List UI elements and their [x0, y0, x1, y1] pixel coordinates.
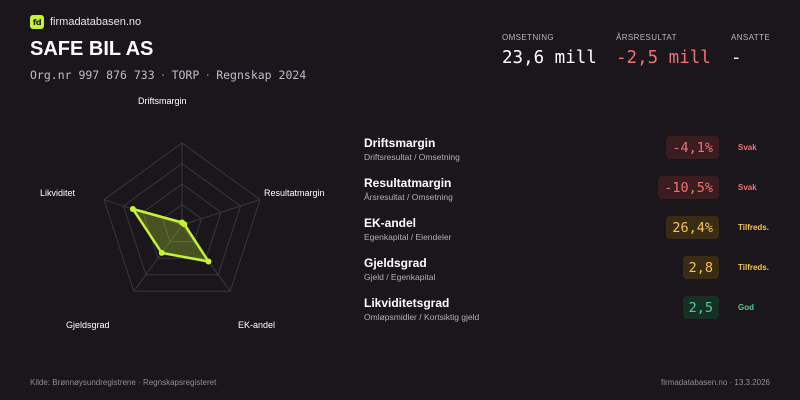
- metric-formula: Driftsresultat / Omsetning: [364, 152, 460, 162]
- metric-name: EK-andel: [364, 216, 417, 230]
- radar-chart: Driftsmargin Resultatmargin EK-andel Gje…: [0, 90, 360, 350]
- metric-status: God: [738, 303, 754, 312]
- org-number: Org.nr 997 876 733: [30, 68, 155, 82]
- radar-point-ek-andel: [205, 258, 212, 265]
- radar-point-gjeldsgrad: [158, 249, 165, 256]
- metric-name: Driftsmargin: [364, 136, 436, 150]
- radar-label-ek-andel: EK-andel: [238, 320, 276, 330]
- firmadatabasen-logo-icon: fd: [30, 15, 44, 29]
- radar-grid-ring: [103, 142, 261, 292]
- stat-arsresultat: ÅRSRESULTAT -2,5 mill: [616, 33, 711, 68]
- metric-name: Likviditetsgrad: [364, 296, 450, 310]
- metric-row-ek-andel: EK-andel Egenkapital / Eiendeler 26,4% T…: [364, 212, 774, 244]
- report-year: Regnskap 2024: [216, 68, 307, 82]
- radar-grid-ring: [161, 203, 203, 243]
- radar-label-gjeldsgrad: Gjeldsgrad: [66, 320, 110, 330]
- radar-label-driftsmargin: Driftsmargin: [138, 96, 187, 106]
- stat-label: ÅRSRESULTAT: [616, 33, 677, 42]
- metric-status: Tilfreds.: [738, 263, 769, 272]
- brand-name: firmadatabasen.no: [50, 16, 142, 28]
- brand: fd firmadatabasen.no: [30, 15, 141, 29]
- footer-site-date: firmadatabasen.no · 13.3.2026: [661, 378, 770, 387]
- radar-point-resultatmargin: [181, 221, 188, 228]
- metric-name: Gjeldsgrad: [364, 256, 427, 270]
- metric-status: Svak: [738, 143, 757, 152]
- metric-value-badge: 2,8: [682, 256, 719, 279]
- metric-row-gjeldsgrad: Gjeldsgrad Gjeld / Egenkapital 2,8 Tilfr…: [364, 252, 774, 284]
- radar-svg: [103, 142, 261, 292]
- metric-row-resultatmargin: Resultatmargin Årsresultat / Omsetning -…: [364, 172, 774, 204]
- metric-value-badge: -10,5%: [658, 176, 719, 199]
- company-city: TORP: [171, 68, 200, 82]
- metric-status: Tilfreds.: [738, 223, 769, 232]
- metric-row-likviditetsgrad: Likviditetsgrad Omløpsmidler / Kortsikti…: [364, 292, 774, 324]
- stat-omsetning: OMSETNING 23,6 mill: [502, 33, 597, 68]
- stat-label: ANSATTE: [731, 33, 771, 42]
- metric-formula: Gjeld / Egenkapital: [364, 272, 436, 282]
- radar-axis-line: [133, 224, 183, 292]
- radar-grid-ring: [122, 162, 242, 276]
- stat-value: 23,6 mill: [502, 48, 597, 68]
- stat-label: OMSETNING: [502, 33, 555, 42]
- company-name: SAFE BIL AS: [30, 38, 154, 60]
- metric-status: Svak: [738, 183, 757, 192]
- metric-formula: Omløpsmidler / Kortsiktig gjeld: [364, 312, 480, 322]
- metric-row-driftsmargin: Driftsmargin Driftsresultat / Omsetning …: [364, 132, 774, 164]
- metric-value-badge: 26,4%: [666, 216, 719, 239]
- radar-point-likviditet: [129, 206, 136, 212]
- metric-value-badge: 2,5: [682, 296, 719, 319]
- radar-label-resultatmargin: Resultatmargin: [264, 188, 325, 198]
- metric-name: Resultatmargin: [364, 176, 452, 190]
- metric-formula: Årsresultat / Omsetning: [364, 192, 453, 202]
- stat-value: -: [731, 48, 742, 68]
- company-subline: Org.nr 997 876 733 · TORP · Regnskap 2024: [30, 68, 307, 82]
- radar-grid-ring: [142, 183, 222, 259]
- stat-value: -2,5 mill: [616, 48, 711, 68]
- stat-ansatte: ANSATTE -: [731, 33, 770, 68]
- footer-source: Kilde: Brønnøysundregistrene · Regnskaps…: [30, 378, 217, 387]
- metric-value-badge: -4,1%: [666, 136, 719, 159]
- radar-data-polygon: [131, 207, 210, 263]
- radar-label-likviditet: Likviditet: [40, 188, 76, 198]
- radar-axis-line: [181, 199, 261, 226]
- metric-formula: Egenkapital / Eiendeler: [364, 232, 452, 242]
